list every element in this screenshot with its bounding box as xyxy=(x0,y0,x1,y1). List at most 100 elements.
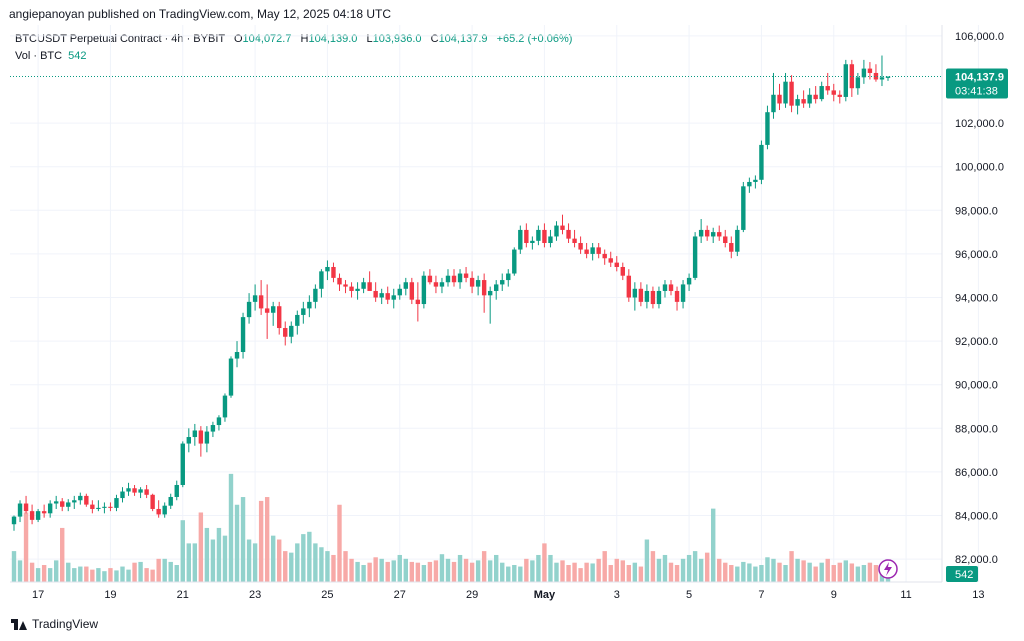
volume-bar xyxy=(608,565,613,582)
candle xyxy=(704,225,710,241)
candle xyxy=(385,286,390,305)
candle xyxy=(174,480,179,501)
volume-bar xyxy=(445,558,451,582)
volume-bar xyxy=(506,566,511,582)
candle xyxy=(825,72,830,95)
candle xyxy=(252,284,258,311)
candle xyxy=(66,499,71,512)
volume-bar xyxy=(337,504,342,582)
candle xyxy=(590,243,595,261)
close-label: C xyxy=(430,33,439,45)
volume-bar xyxy=(23,512,29,582)
candle xyxy=(698,219,704,244)
candle xyxy=(126,482,131,496)
price-tick-label: 96,000.0 xyxy=(955,249,998,261)
volume-bar xyxy=(60,527,65,582)
volume-bar xyxy=(674,565,680,582)
candle xyxy=(17,500,23,523)
volume-bar xyxy=(96,568,101,582)
candle xyxy=(349,282,354,298)
volume-bar xyxy=(35,568,41,582)
time-tick-label: 25 xyxy=(321,589,333,601)
candle xyxy=(867,62,873,80)
candle xyxy=(578,236,583,254)
candle xyxy=(270,301,276,326)
volume-bar xyxy=(626,565,632,582)
candle xyxy=(168,493,173,509)
volume-bar xyxy=(295,543,300,582)
volume-bar xyxy=(855,566,861,582)
volume-bar xyxy=(283,551,288,582)
volume-bar xyxy=(656,558,662,582)
volume-bar xyxy=(873,565,879,582)
candle xyxy=(325,260,330,281)
candle xyxy=(548,229,553,248)
candle xyxy=(240,312,246,359)
last-volume-badge xyxy=(946,566,978,582)
candle xyxy=(873,64,879,82)
volume-bar xyxy=(644,539,650,582)
volume-bar xyxy=(47,568,53,582)
candle xyxy=(84,493,89,507)
volume-bar xyxy=(596,558,601,582)
candle xyxy=(512,247,517,276)
volume-bar xyxy=(481,551,487,582)
volume-bar xyxy=(397,554,402,582)
last-price-label: 104,137.9 xyxy=(955,71,1004,83)
price-tick-label: 82,000.0 xyxy=(955,554,998,566)
volume-bar xyxy=(198,512,204,582)
time-tick-label: 29 xyxy=(466,589,478,601)
candle xyxy=(656,286,662,309)
candle xyxy=(228,356,234,398)
publisher-header: angiepanoyan published on TradingView.co… xyxy=(9,7,392,21)
flash-icon[interactable] xyxy=(878,559,898,579)
volume-bar xyxy=(475,560,481,582)
volume-bar xyxy=(415,562,421,582)
candle xyxy=(150,493,155,512)
candle xyxy=(620,262,625,281)
volume-bar xyxy=(536,554,541,582)
candle xyxy=(481,273,487,313)
volume-bar xyxy=(216,527,222,582)
volume-value: 542 xyxy=(68,50,87,62)
candle xyxy=(566,223,571,244)
volume-bar xyxy=(234,504,240,582)
volume-bar xyxy=(409,561,415,582)
candle xyxy=(132,484,137,496)
time-axis: 17 19 21 23 25 27 29 May 3 5 7 9 11 13 xyxy=(10,581,985,601)
volume-bar xyxy=(590,563,595,582)
candle xyxy=(445,269,451,287)
volume-bar xyxy=(331,554,336,582)
price-tick-label: 86,000.0 xyxy=(955,467,998,479)
candle xyxy=(644,284,650,309)
candle xyxy=(819,81,824,102)
volume-bar xyxy=(807,562,812,582)
volume-bar xyxy=(343,551,348,582)
volume-bar xyxy=(494,554,499,582)
candle xyxy=(759,140,764,185)
candle xyxy=(53,495,59,509)
volume-bar xyxy=(180,520,185,582)
volume-bar xyxy=(102,571,107,582)
candle xyxy=(427,269,433,285)
price-tick-label: 100,000.0 xyxy=(955,162,1004,174)
candle xyxy=(596,243,601,259)
candle xyxy=(843,59,849,102)
candle xyxy=(60,498,65,512)
volume-bar xyxy=(66,562,71,582)
candle xyxy=(494,280,499,300)
candle xyxy=(771,72,776,119)
candle xyxy=(662,280,668,298)
volume-bar xyxy=(258,500,264,582)
candle xyxy=(777,83,782,111)
candle xyxy=(72,495,77,509)
time-tick-label: 23 xyxy=(249,589,261,601)
volume-bar xyxy=(361,565,366,582)
volume-bar xyxy=(711,508,716,582)
candle xyxy=(156,500,161,518)
volume-bar xyxy=(759,565,764,582)
candle xyxy=(264,284,270,339)
volume-bar xyxy=(355,561,360,582)
candle xyxy=(469,271,475,294)
